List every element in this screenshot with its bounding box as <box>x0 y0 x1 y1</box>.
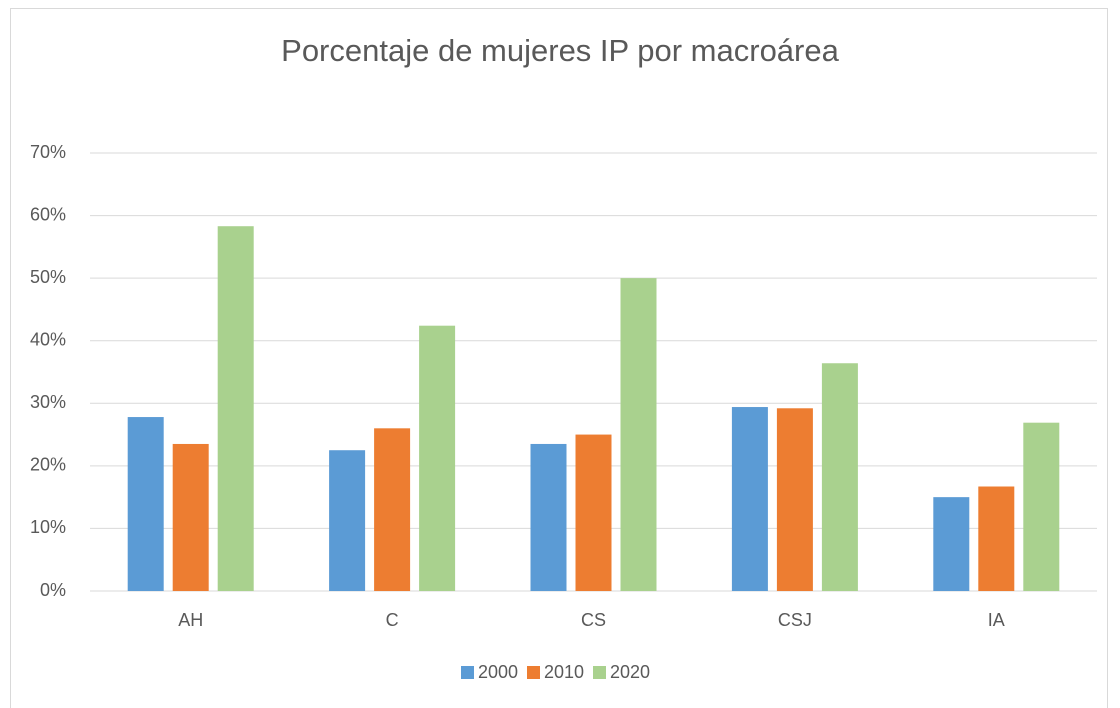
y-tick-label: 60% <box>30 204 66 224</box>
legend-swatch <box>461 666 474 679</box>
bar <box>329 450 366 591</box>
x-tick-label: C <box>386 610 399 630</box>
y-tick-label: 30% <box>30 392 66 412</box>
bar <box>933 497 970 591</box>
legend-label: 2000 <box>478 662 518 682</box>
y-tick-label: 10% <box>30 517 66 537</box>
bar <box>217 226 254 592</box>
chart-border <box>10 8 1108 708</box>
x-tick-label: AH <box>178 610 203 630</box>
legend-swatch <box>527 666 540 679</box>
x-tick-label: IA <box>988 610 1005 630</box>
bar <box>172 443 209 591</box>
bar <box>127 417 164 591</box>
bar <box>821 363 858 591</box>
bar <box>731 407 768 591</box>
legend-label: 2020 <box>610 662 650 682</box>
y-tick-label: 0% <box>40 580 66 600</box>
y-tick-label: 50% <box>30 267 66 287</box>
bar <box>978 486 1015 591</box>
legend-label: 2010 <box>544 662 584 682</box>
y-tick-label: 70% <box>30 142 66 162</box>
bar <box>776 408 813 591</box>
x-tick-label: CSJ <box>778 610 812 630</box>
bar <box>1023 422 1060 591</box>
legend-swatch <box>593 666 606 679</box>
bar <box>530 443 567 591</box>
chart-title: Porcentaje de mujeres IP por macroárea <box>281 33 839 68</box>
bar <box>620 278 657 591</box>
bar <box>419 325 456 591</box>
bar <box>575 434 612 591</box>
y-tick-label: 20% <box>30 455 66 475</box>
bar <box>374 428 411 591</box>
x-tick-label: CS <box>581 610 606 630</box>
y-tick-label: 40% <box>30 329 66 349</box>
